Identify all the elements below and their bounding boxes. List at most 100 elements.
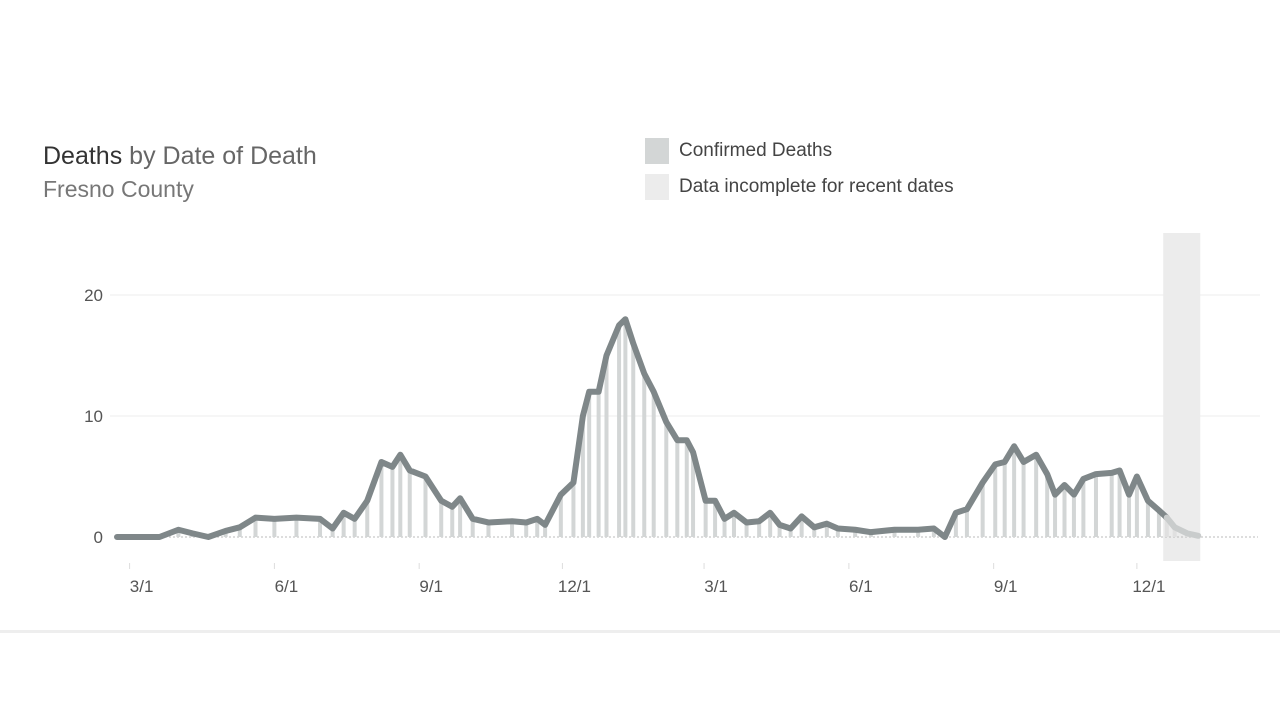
bar	[777, 524, 782, 537]
bar	[237, 527, 242, 537]
bar	[439, 500, 444, 537]
bar	[330, 528, 335, 537]
bar	[596, 391, 601, 537]
legend-label: Confirmed Deaths	[679, 140, 833, 161]
bar	[587, 391, 592, 537]
bar	[691, 452, 696, 537]
bar	[390, 466, 395, 537]
bar	[1145, 500, 1150, 537]
bar	[423, 476, 428, 537]
bar	[1021, 461, 1026, 537]
bar	[757, 521, 762, 537]
x-tick-label: 9/1	[419, 577, 443, 596]
legend: Confirmed Deaths Data incomplete for rec…	[645, 133, 954, 205]
legend-item-incomplete: Data incomplete for recent dates	[645, 169, 954, 205]
x-tick-label: 3/1	[130, 577, 154, 596]
bar	[768, 512, 773, 537]
bar	[664, 422, 669, 537]
bar	[824, 523, 829, 537]
bar	[1012, 446, 1017, 537]
bar	[1062, 484, 1067, 537]
x-tick-label: 9/1	[994, 577, 1018, 596]
bar	[1034, 454, 1039, 537]
bar	[980, 482, 985, 537]
bar	[675, 440, 680, 537]
bar	[953, 512, 958, 537]
bar	[407, 470, 412, 537]
bar	[558, 494, 563, 537]
bar	[722, 518, 727, 537]
bar	[1156, 510, 1161, 537]
legend-item-confirmed: Confirmed Deaths	[645, 133, 954, 169]
legend-label: Data incomplete for recent dates	[679, 176, 954, 197]
bar	[1172, 527, 1177, 537]
bar	[892, 529, 897, 537]
seven-day-average-incomplete-line	[1163, 514, 1202, 539]
incomplete-data-band	[1163, 233, 1201, 561]
bar	[651, 391, 656, 537]
bar	[253, 517, 258, 537]
bar	[853, 529, 858, 537]
bar	[812, 527, 817, 537]
bar	[543, 524, 548, 537]
bar	[964, 509, 969, 537]
bar	[365, 500, 370, 537]
bar	[744, 522, 749, 537]
bar	[788, 528, 793, 537]
chart-title-rest: by Date of Death	[122, 142, 317, 170]
y-tick-label: 0	[94, 528, 103, 547]
bar	[1053, 494, 1058, 537]
bar	[1117, 470, 1122, 537]
bar	[272, 518, 277, 537]
bar	[352, 518, 357, 537]
bar	[1093, 474, 1098, 537]
chart-title-strong: Deaths	[43, 142, 123, 170]
bar	[458, 498, 463, 537]
bar	[623, 319, 628, 537]
x-tick-label: 3/1	[704, 577, 728, 596]
bar	[631, 343, 636, 537]
bar	[294, 517, 299, 537]
x-tick-label: 6/1	[849, 577, 873, 596]
seven-day-average-line	[114, 316, 1170, 540]
bar	[318, 518, 323, 537]
bar	[713, 500, 718, 537]
bar	[916, 529, 921, 537]
bar	[642, 373, 647, 537]
divider	[0, 630, 1280, 633]
bar	[1109, 472, 1114, 537]
chart-subtitle: Fresno County	[43, 176, 194, 202]
y-tick-label: 10	[84, 407, 103, 426]
bar	[799, 516, 804, 537]
bar	[1127, 494, 1132, 537]
legend-swatch-confirmed	[645, 138, 669, 164]
x-tick-label: 12/1	[558, 577, 591, 596]
bar	[1002, 461, 1007, 537]
bar	[341, 512, 346, 537]
legend-swatch-incomplete	[645, 174, 669, 200]
bar	[379, 461, 384, 537]
bar	[993, 464, 998, 537]
bar	[835, 528, 840, 537]
bar	[1134, 476, 1139, 537]
bar	[1164, 517, 1169, 537]
bar	[524, 522, 529, 537]
bar	[684, 440, 689, 537]
bar	[450, 506, 455, 537]
bar	[1071, 494, 1076, 537]
bar	[398, 454, 403, 537]
bar	[176, 529, 181, 537]
bar	[510, 521, 515, 537]
bar	[486, 522, 491, 537]
bar	[604, 355, 609, 537]
y-tick-label: 20	[84, 286, 103, 305]
bar	[703, 500, 708, 537]
bar	[931, 528, 936, 537]
bar	[1081, 478, 1086, 537]
chart-title: Deaths by Date of Death	[43, 142, 317, 171]
bar	[580, 416, 585, 537]
x-tick-label: 12/1	[1132, 577, 1165, 596]
bar	[617, 325, 622, 537]
bar	[571, 482, 576, 537]
